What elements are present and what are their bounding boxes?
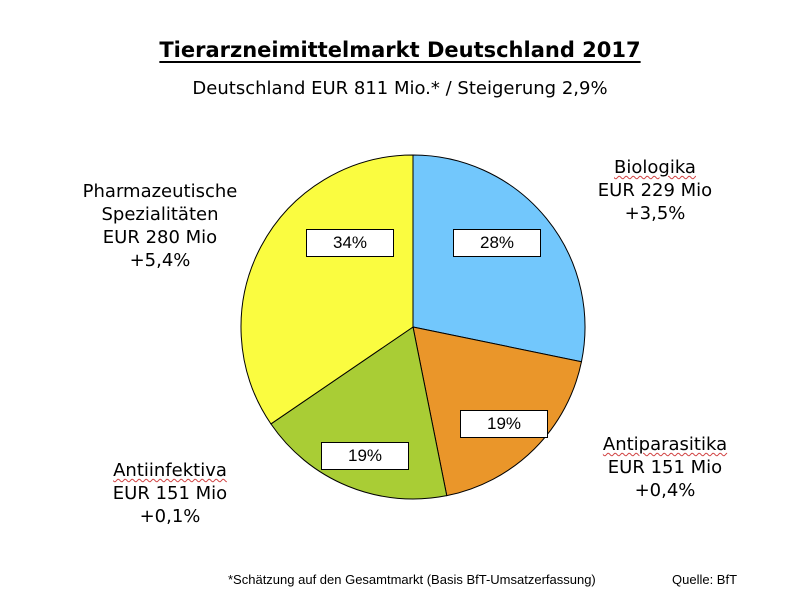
label-biologika-name: Biologika — [614, 157, 696, 178]
source-note: Quelle: BfT — [672, 572, 738, 587]
label-biologika-value: EUR 229 Mio — [597, 180, 713, 201]
percent-box-biologika: 28% — [453, 229, 541, 257]
footnote: *Schätzung auf den Gesamtmarkt (Basis Bf… — [228, 572, 596, 587]
slice-biologika — [412, 154, 586, 363]
label-antiparasitika-value: EUR 151 Mio — [607, 457, 723, 478]
label-antiparasitika: Antiparasitika EUR 151 Mio +0,4% — [580, 433, 750, 502]
percent-box-pharma: 34% — [306, 229, 394, 257]
label-antiinfektiva-change: +0,1% — [139, 506, 201, 527]
label-antiinfektiva-name: Antiinfektiva — [113, 460, 227, 481]
label-pharmazeutische-spezialitaeten: Pharmazeutische Spezialitäten EUR 280 Mi… — [55, 180, 265, 272]
label-biologika: Biologika EUR 229 Mio +3,5% — [580, 156, 730, 225]
slice-pharmazeutische-spezialitaeten — [240, 154, 414, 425]
label-antiparasitika-name: Antiparasitika — [602, 434, 728, 455]
percent-box-antiparasitika: 19% — [460, 410, 548, 438]
label-pharma-change: +5,4% — [129, 250, 191, 271]
label-pharma-name-line1: Pharmazeutische — [82, 181, 238, 202]
label-pharma-name-line2: Spezialitäten — [101, 204, 219, 225]
chart-title: Tierarzneimittelmarkt Deutschland 2017 — [159, 38, 641, 62]
label-antiinfektiva-value: EUR 151 Mio — [112, 483, 228, 504]
label-antiparasitika-change: +0,4% — [634, 480, 696, 501]
label-pharma-value: EUR 280 Mio — [102, 227, 218, 248]
chart-subtitle: Deutschland EUR 811 Mio.* / Steigerung 2… — [192, 78, 608, 99]
percent-box-antiinfektiva: 19% — [321, 442, 409, 470]
label-antiinfektiva: Antiinfektiva EUR 151 Mio +0,1% — [90, 459, 250, 528]
label-biologika-change: +3,5% — [624, 203, 686, 224]
